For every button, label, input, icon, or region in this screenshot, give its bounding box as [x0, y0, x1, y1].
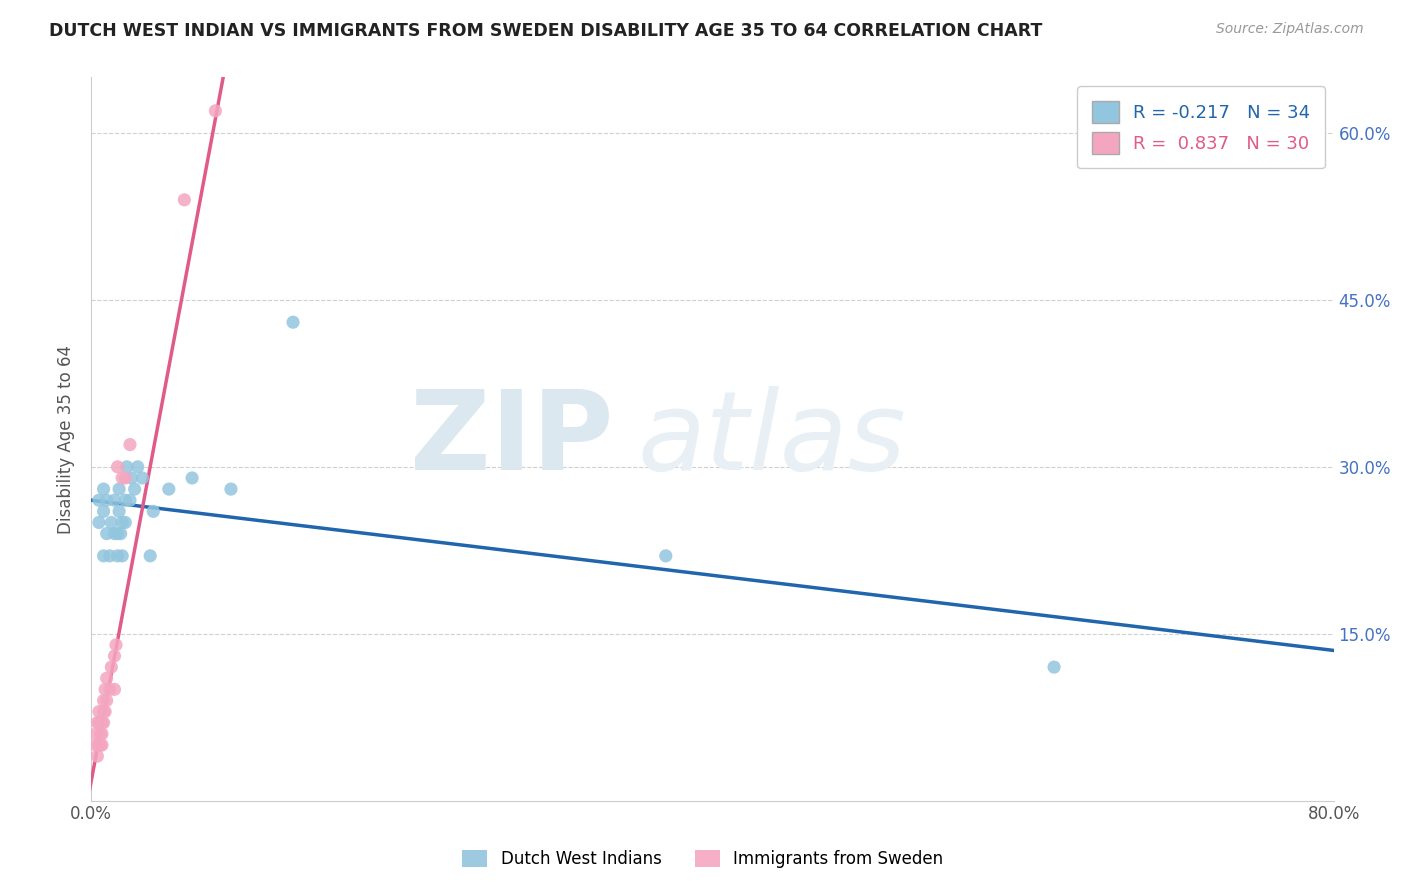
Point	[84, 738, 107, 752]
Point	[204, 103, 226, 118]
Point	[107, 549, 129, 563]
Point	[118, 437, 141, 451]
Point	[142, 504, 165, 518]
Point	[93, 693, 115, 707]
Point	[96, 693, 118, 707]
Point	[107, 459, 129, 474]
Text: Source: ZipAtlas.com: Source: ZipAtlas.com	[1216, 22, 1364, 37]
Point	[181, 471, 204, 485]
Point	[103, 682, 125, 697]
Point	[100, 516, 122, 530]
Point	[110, 526, 132, 541]
Point	[94, 682, 117, 697]
Point	[173, 193, 195, 207]
Point	[103, 526, 125, 541]
Point	[87, 715, 110, 730]
Point	[1043, 660, 1066, 674]
Point	[96, 671, 118, 685]
Point	[115, 459, 138, 474]
Point	[93, 549, 115, 563]
Legend: R = -0.217   N = 34, R =  0.837   N = 30: R = -0.217 N = 34, R = 0.837 N = 30	[1077, 87, 1324, 169]
Point	[87, 493, 110, 508]
Point	[87, 516, 110, 530]
Point	[96, 493, 118, 508]
Point	[281, 315, 304, 329]
Point	[114, 471, 136, 485]
Legend: Dutch West Indians, Immigrants from Sweden: Dutch West Indians, Immigrants from Swed…	[456, 843, 950, 875]
Text: DUTCH WEST INDIAN VS IMMIGRANTS FROM SWEDEN DISABILITY AGE 35 TO 64 CORRELATION : DUTCH WEST INDIAN VS IMMIGRANTS FROM SWE…	[49, 22, 1043, 40]
Point	[219, 482, 242, 496]
Point	[94, 705, 117, 719]
Point	[89, 727, 111, 741]
Point	[93, 715, 115, 730]
Point	[157, 482, 180, 496]
Point	[107, 526, 129, 541]
Point	[86, 749, 108, 764]
Point	[114, 493, 136, 508]
Point	[100, 660, 122, 674]
Point	[87, 705, 110, 719]
Point	[111, 516, 134, 530]
Point	[105, 638, 128, 652]
Point	[139, 549, 162, 563]
Point	[118, 493, 141, 508]
Point	[103, 648, 125, 663]
Point	[655, 549, 678, 563]
Point	[121, 471, 143, 485]
Text: atlas: atlas	[638, 385, 907, 492]
Point	[91, 727, 114, 741]
Point	[131, 471, 153, 485]
Point	[124, 482, 146, 496]
Point	[87, 738, 110, 752]
Point	[91, 738, 114, 752]
Point	[86, 715, 108, 730]
Text: ZIP: ZIP	[409, 385, 613, 492]
Y-axis label: Disability Age 35 to 64: Disability Age 35 to 64	[58, 344, 75, 533]
Point	[108, 504, 131, 518]
Point	[98, 549, 121, 563]
Point	[114, 516, 136, 530]
Point	[111, 549, 134, 563]
Point	[93, 482, 115, 496]
Point	[108, 482, 131, 496]
Point	[89, 738, 111, 752]
Point	[111, 471, 134, 485]
Point	[96, 526, 118, 541]
Point	[93, 504, 115, 518]
Point	[91, 715, 114, 730]
Point	[98, 682, 121, 697]
Point	[93, 705, 115, 719]
Point	[84, 727, 107, 741]
Point	[103, 493, 125, 508]
Point	[127, 459, 149, 474]
